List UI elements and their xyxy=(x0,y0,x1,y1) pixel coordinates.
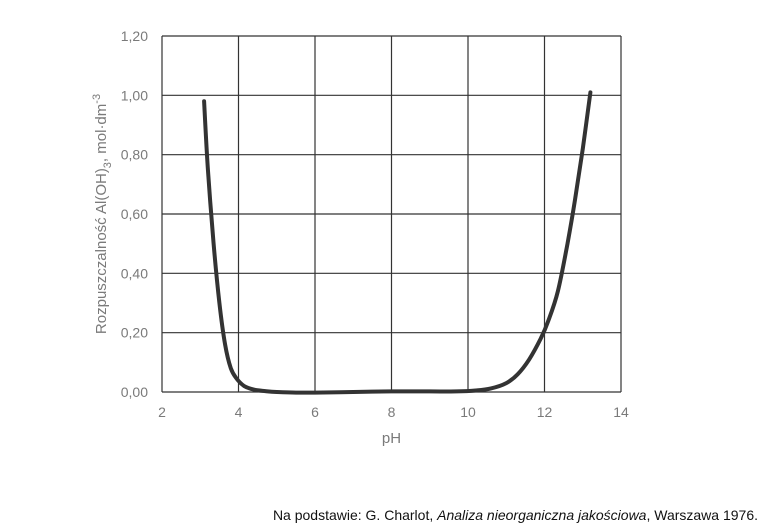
y-tick-label: 1,00 xyxy=(121,87,148,103)
y-tick-label: 0,40 xyxy=(121,265,148,281)
x-tick-label: 2 xyxy=(158,404,166,420)
x-tick-label: 10 xyxy=(460,404,476,420)
source-suffix: , Warszawa 1976. xyxy=(646,507,758,523)
y-axis-label-sup: -3 xyxy=(91,94,103,104)
x-axis-label: pH xyxy=(382,430,401,447)
y-tick-label: 0,20 xyxy=(121,325,148,341)
chart: 2 4 6 8 10 12 14 0,000,200,400,600,801,001,20 … xyxy=(91,28,629,447)
y-tick-label: 1,20 xyxy=(121,28,148,44)
series-line xyxy=(202,90,593,395)
source-prefix: Na podstawie: G. Charlot, xyxy=(272,507,438,523)
x-tick-label: 12 xyxy=(537,404,553,420)
source-citation: Na podstawie: G. Charlot, Analiza nieorg… xyxy=(273,507,758,523)
y-tick-label: 0,80 xyxy=(121,147,148,163)
y-axis-label: Rozpuszczalność Al(OH)3, mol·dm-3 xyxy=(91,94,114,334)
y-axis-label-main: Rozpuszczalność Al(OH) xyxy=(93,168,110,334)
y-tick-label: 0,00 xyxy=(121,384,148,400)
y-tick-labels: 0,00 0,20 0,40 0,60 0,80 1,00 1,20 xyxy=(121,28,148,400)
y-axis-label-unit: , mol·dm xyxy=(93,104,110,162)
x-tick-label: 14 xyxy=(613,404,629,420)
y-axis-label-sub: 3 xyxy=(102,162,114,168)
grid xyxy=(161,35,622,393)
source-title: Analiza nieorganiczna jakościowa xyxy=(437,507,647,523)
x-tick-labels: 2 4 6 8 10 12 14 xyxy=(158,404,629,420)
x-tick-label: 8 xyxy=(388,404,396,420)
y-tick-label: 0,60 xyxy=(121,206,148,222)
x-tick-label: 4 xyxy=(235,404,243,420)
x-tick-label: 6 xyxy=(311,404,319,420)
